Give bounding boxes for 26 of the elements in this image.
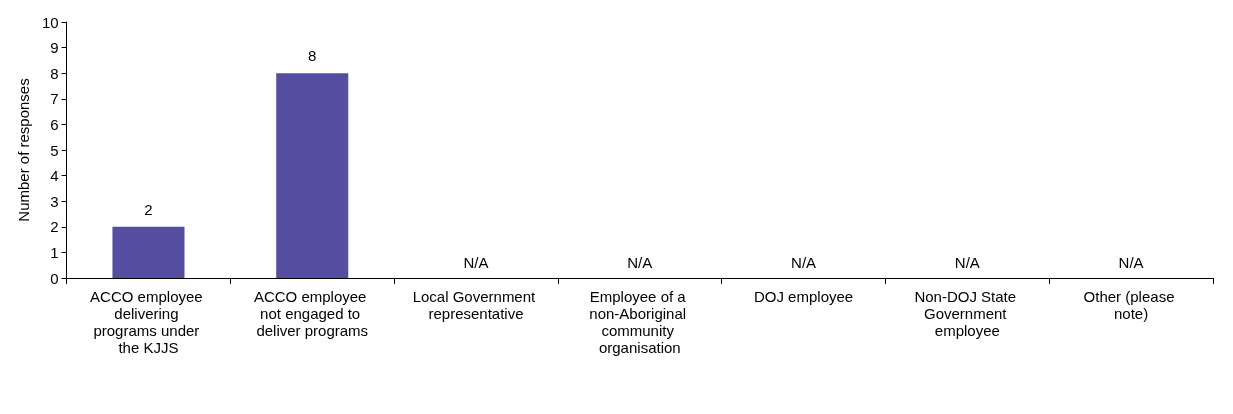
x-tick-label: ACCO employee delivering programs under the KJJS bbox=[90, 288, 207, 356]
x-tick-label: ACCO employee not engaged to deliver programs bbox=[253, 288, 371, 339]
y-tick-label: 10 bbox=[41, 13, 59, 31]
y-tick-label: 2 bbox=[50, 218, 59, 236]
y-tick-label: 9 bbox=[50, 39, 59, 57]
y-tick-label: 8 bbox=[50, 64, 59, 82]
text: N/A bbox=[463, 254, 489, 271]
y-tick-label: 4 bbox=[50, 167, 59, 185]
data-label: 2 bbox=[144, 200, 153, 218]
text: N/A bbox=[791, 254, 817, 271]
x-tick-label: Other (please note) bbox=[1083, 288, 1179, 322]
x-tick-label: DOJ employee bbox=[753, 288, 854, 305]
text: N/A bbox=[954, 254, 980, 271]
x-tick-label: Local Government representative bbox=[412, 288, 540, 322]
y-tick-label: 6 bbox=[50, 115, 59, 133]
data-label: 8 bbox=[308, 47, 317, 65]
y-tick-label: 7 bbox=[50, 90, 59, 108]
text: N/A bbox=[627, 254, 653, 271]
x-tick-label: Non-DOJ State Government employee bbox=[914, 288, 1021, 339]
text: N/A bbox=[1118, 254, 1144, 271]
y-axis-title: Number of responses bbox=[15, 78, 32, 222]
y-tick-label: 1 bbox=[50, 243, 59, 261]
y-tick-label: 3 bbox=[50, 192, 59, 210]
y-tick-label: 0 bbox=[50, 269, 59, 287]
y-tick-label: 5 bbox=[50, 141, 59, 159]
x-tick-label: Employee of a non-Aboriginal community organisation bbox=[589, 288, 691, 356]
